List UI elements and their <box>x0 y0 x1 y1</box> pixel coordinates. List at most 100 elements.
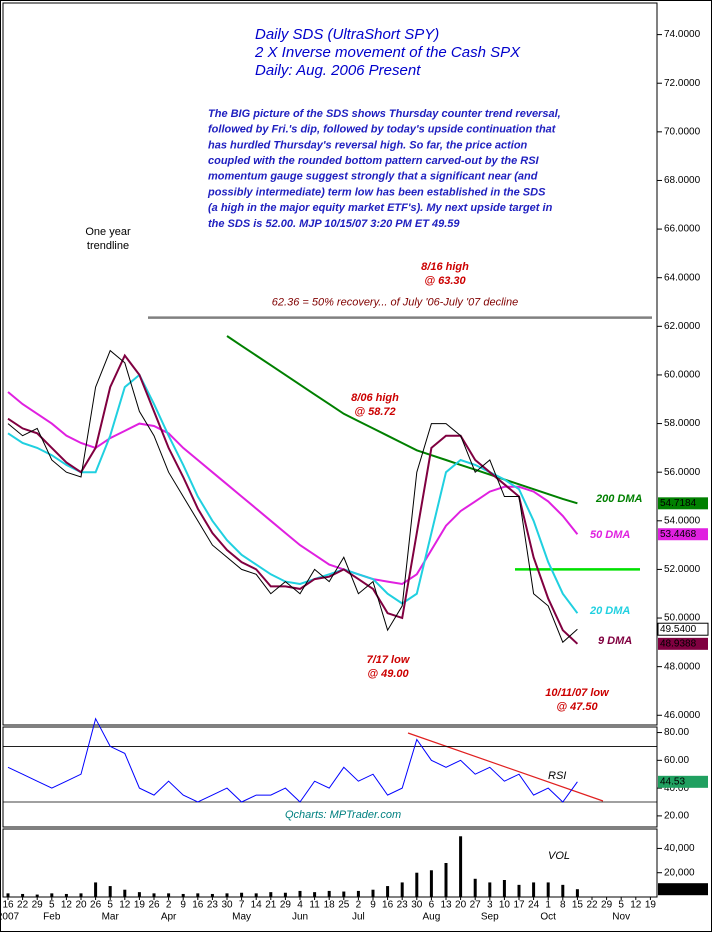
volume-bar <box>123 889 127 897</box>
x-tick-label: 2 <box>166 900 172 911</box>
volume-bar <box>473 878 477 897</box>
price-line <box>7 349 578 644</box>
x-tick-label: 16 <box>2 900 14 911</box>
x-tick-label: 18 <box>324 900 336 911</box>
volume-bar <box>532 882 536 897</box>
x-tick-label: 12 <box>630 900 642 911</box>
x-month-label: Apr <box>161 912 177 923</box>
last-value-label: 54.7184 <box>660 498 697 509</box>
source: Qcharts: MPTrader.com <box>285 809 401 821</box>
volume-title: VOL <box>548 850 570 862</box>
volume-bar <box>415 872 419 897</box>
x-tick-label: 8 <box>560 900 566 911</box>
volume-bar <box>269 892 273 897</box>
last-value-label: 53.4468 <box>660 529 697 540</box>
moving-average-line <box>226 335 578 505</box>
annotation: @ 58.72 <box>354 406 395 418</box>
volume-bar <box>254 893 258 897</box>
series-label: 200 DMA <box>595 493 643 505</box>
x-tick-label: 5 <box>107 900 113 911</box>
x-month-label: Oct <box>540 912 556 923</box>
volume-bar <box>79 893 83 897</box>
annotation: 8/16 high <box>421 261 469 273</box>
last-value-box <box>658 883 708 896</box>
last-value-box <box>658 775 708 788</box>
rsi-trendline <box>407 732 604 802</box>
reference-label: 62.36 = 50% recovery... of July '06-July… <box>272 296 518 308</box>
last-value-box <box>658 497 708 510</box>
volume-bar <box>546 882 550 897</box>
x-tick-label: 3 <box>487 900 493 911</box>
last-value-label: 6,423.50 <box>660 884 699 895</box>
volume-bar <box>444 863 448 897</box>
annotation: One year <box>85 226 131 238</box>
volume-bar <box>575 889 579 897</box>
series-label: 50 DMA <box>590 529 630 541</box>
y-tick-label: 74.0000 <box>664 29 701 40</box>
x-tick-label: 6 <box>429 900 435 911</box>
x-month-label: May <box>232 912 251 923</box>
x-tick-label: 16 <box>192 900 204 911</box>
volume-bar <box>313 892 317 897</box>
moving-average-line <box>7 391 579 586</box>
y-tick-label: 54.0000 <box>664 515 701 526</box>
rsi-title: RSI <box>548 770 566 782</box>
y-tick-label: 72.0000 <box>664 78 701 89</box>
x-tick-label: 27 <box>470 900 482 911</box>
commentary: possibly intermediate) term low has been… <box>207 186 546 198</box>
x-month-label: Nov <box>612 912 630 923</box>
last-value-box <box>658 528 708 541</box>
commentary: momentum gauge suggest strongly that a s… <box>208 171 538 183</box>
volume-bar <box>167 893 171 897</box>
volume-bar <box>429 870 433 897</box>
x-tick-label: 12 <box>61 900 73 911</box>
y-tick-label: 58.0000 <box>664 418 701 429</box>
annotation: trendline <box>87 240 129 252</box>
moving-average-line <box>7 373 579 614</box>
y-tick-label: 68.0000 <box>664 175 701 186</box>
x-tick-label: 30 <box>411 900 423 911</box>
volume-bar <box>6 893 10 897</box>
y-tick-label: 40,000 <box>664 843 695 854</box>
x-tick-label: 10 <box>499 900 511 911</box>
x-tick-label: 20 <box>455 900 467 911</box>
volume-bar <box>298 890 302 897</box>
last-value-label: 49.5400 <box>660 624 697 635</box>
volume-bar <box>94 882 98 897</box>
x-tick-label: 30 <box>221 900 233 911</box>
y-tick-label: 46.0000 <box>664 710 701 721</box>
x-tick-label: 14 <box>251 900 263 911</box>
volume-bar <box>225 893 229 897</box>
y-tick-label: 48.0000 <box>664 661 701 672</box>
annotation: 8/06 high <box>351 392 399 404</box>
volume-bar <box>137 892 141 897</box>
x-tick-label: 22 <box>586 900 598 911</box>
last-value-label: 48.9388 <box>660 638 697 649</box>
commentary: coupled with the rounded bottom pattern … <box>208 155 540 167</box>
y-tick-label: 64.0000 <box>664 272 701 283</box>
x-tick-label: 19 <box>645 900 657 911</box>
y-tick-label: 56.0000 <box>664 467 701 478</box>
volume-bar <box>210 893 214 897</box>
x-month-label: Feb <box>43 912 61 923</box>
x-month-label: 2007 <box>0 912 20 923</box>
x-tick-label: 29 <box>601 900 613 911</box>
y-tick-label: 50.0000 <box>664 613 701 624</box>
commentary: has hurdled Thursday's reversal high. So… <box>208 139 528 151</box>
annotation: 10/11/07 low <box>545 687 610 699</box>
x-tick-label: 20 <box>75 900 87 911</box>
x-tick-label: 5 <box>49 900 55 911</box>
x-tick-label: 17 <box>513 900 525 911</box>
x-month-label: Mar <box>102 912 120 923</box>
commentary: followed by Fri.'s dip, followed by toda… <box>208 124 557 136</box>
annotation: @ 47.50 <box>556 701 598 713</box>
volume-bar <box>108 886 112 897</box>
chart-subtitle: 2 X Inverse movement of the Cash SPX <box>254 44 521 61</box>
x-tick-label: 12 <box>119 900 131 911</box>
rsi-panel <box>2 726 658 828</box>
series-label: 20 DMA <box>589 605 630 617</box>
volume-bar <box>371 889 375 897</box>
annotation: @ 49.00 <box>367 668 409 680</box>
y-tick-label: 66.0000 <box>664 224 701 235</box>
